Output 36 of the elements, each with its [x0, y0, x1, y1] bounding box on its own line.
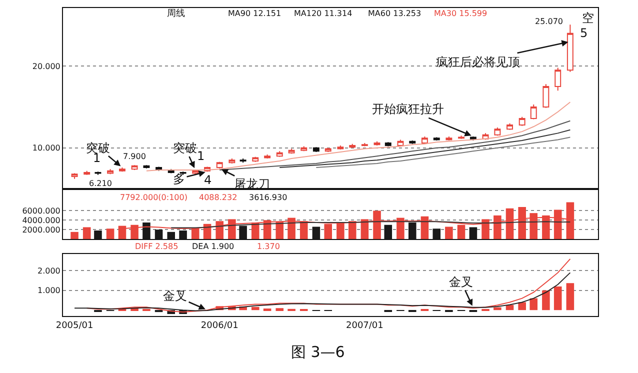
annotation: 金叉 [163, 289, 187, 303]
annotation: 1 [197, 149, 205, 163]
x-tick-label: 2005/01 [56, 320, 94, 331]
annotation: MA90 12.151 [228, 9, 282, 18]
annotation: 5 [580, 26, 588, 40]
y-tick-label: 6000.000 [22, 206, 60, 216]
annotation: 疯狂后必将见顶 [436, 55, 520, 69]
annotation: 空 [582, 11, 594, 25]
annotation: 7792.000(0:100) [120, 193, 188, 202]
annotation: 周线 [167, 8, 185, 19]
text: DEA 1.900 [192, 242, 234, 251]
caption: 图 3—6 [291, 343, 345, 361]
annotation: MA120 11.314 [294, 9, 352, 18]
annotation: 开始疯狂拉升 [372, 102, 444, 116]
y-tick-label: 10.000 [32, 144, 60, 153]
annotation: 金叉 [449, 275, 473, 289]
y-tick-label: 2.000 [37, 266, 60, 276]
y-tick-label: 1.000 [37, 286, 60, 296]
y-tick-label: 20.000 [32, 62, 60, 71]
x-tick-label: 2006/01 [200, 320, 238, 331]
text: 1.370 [257, 242, 280, 251]
annotation: 4 [204, 173, 212, 187]
annotation: 7.900 [123, 152, 146, 161]
x-tick-label: 2007/01 [346, 320, 384, 331]
annotation: MA30 15.599 [434, 9, 488, 18]
annotation: 多 [173, 172, 185, 186]
annotation: 6.210 [89, 179, 112, 188]
annotation: 25.070 [535, 17, 563, 26]
annotation: 突破 [86, 141, 110, 155]
annotation: 3616.930 [249, 193, 288, 202]
annotation: MA60 13.253 [368, 9, 422, 18]
y-tick-label: 4000.000 [22, 216, 60, 225]
y-tick-label: 2000.000 [22, 225, 60, 234]
annotation: 4088.232 [199, 193, 238, 202]
text: DIFF 2.585 [135, 242, 178, 251]
annotation: 突破 [173, 141, 197, 155]
